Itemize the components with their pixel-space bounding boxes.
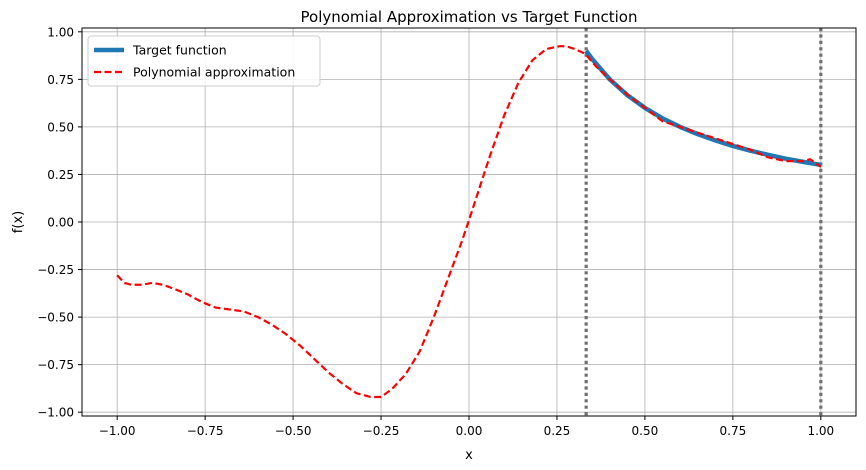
x-tick-label-3: −0.25 [363, 424, 400, 438]
chart-title: Polynomial Approximation vs Target Funct… [301, 8, 638, 26]
y-tick-label-6: 0.50 [47, 120, 74, 134]
x-tick-label-2: −0.50 [275, 424, 312, 438]
y-tick-label-8: 1.00 [47, 25, 74, 39]
x-axis-label: x [465, 448, 473, 463]
legend-box [87, 35, 321, 87]
vertical-lines [584, 28, 823, 416]
series-lines [116, 44, 822, 399]
y-ticks: −1.00 −0.75 −0.50 −0.25 0.00 0.25 0.50 0.75 1.00 [37, 25, 82, 420]
x-tick-label-0: −1.00 [99, 424, 136, 438]
y-tick-label-5: 0.25 [47, 168, 74, 182]
y-axis-label: f(x) [11, 211, 26, 233]
x-tick-label-7: 0.75 [720, 424, 747, 438]
y-tick-label-0: −1.00 [37, 406, 74, 420]
legend-label-polynomial-approximation: Polynomial approximation [133, 65, 295, 80]
x-ticks: −1.00 −0.75 −0.50 −0.25 0.00 0.25 0.50 0.75 1.00 [99, 416, 834, 438]
legend-label-target-function: Target function [132, 43, 227, 58]
x-tick-label-1: −0.75 [187, 424, 224, 438]
y-tick-label-7: 0.75 [47, 73, 74, 87]
legend: Target function Polynomial approximation [87, 35, 321, 87]
x-tick-label-8: 1.00 [807, 424, 834, 438]
series-line-polynomial-approximation [116, 44, 822, 399]
y-tick-label-2: −0.50 [37, 311, 74, 325]
series-line-target-function [584, 49, 822, 168]
x-tick-label-4: 0.00 [456, 424, 483, 438]
y-tick-label-3: −0.25 [37, 263, 74, 277]
x-tick-label-5: 0.25 [544, 424, 571, 438]
y-tick-label-4: 0.00 [47, 216, 74, 230]
y-tick-label-1: −0.75 [37, 358, 74, 372]
x-tick-label-6: 0.50 [632, 424, 659, 438]
